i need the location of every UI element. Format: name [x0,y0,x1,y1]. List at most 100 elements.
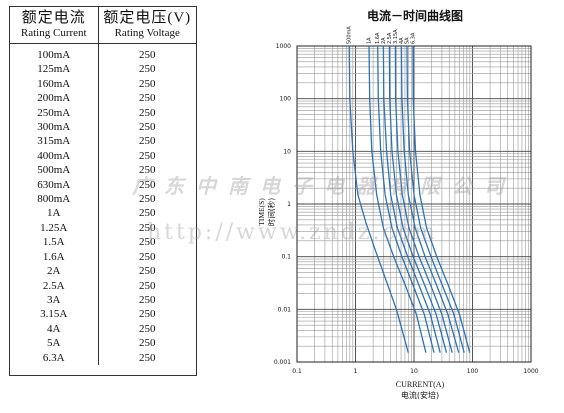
cell-voltage: 250 [97,220,196,236]
table-row: 5A 250 [10,336,196,351]
series-line [348,45,409,353]
table-header-row: 额定电流 Rating Current 额定电压(V) Rating Volta… [10,7,196,44]
series-label: 1A [367,37,373,44]
plot-border [296,45,532,363]
x-axis-label-cn: 电流(安培) [401,390,439,400]
cell-current: 3.15A [40,308,68,321]
rating-table: 额定电流 Rating Current 额定电压(V) Rating Volta… [10,7,196,365]
cell-current: 5A [47,337,61,350]
table-row: 2A 250 [10,264,196,279]
x-axis-label: CURRENT(A) [396,380,445,389]
table-row: 200mA 250 [10,91,196,106]
table-row: 1A 250 [10,206,196,221]
header-rating-current: 额定电流 Rating Current [10,7,98,44]
cell-voltage: 250 [97,278,196,293]
x-tick-label: 100 [467,368,479,375]
table-row: 400mA 250 [10,148,196,164]
cell-current: 1.5A [42,236,65,249]
series-line [377,45,435,353]
series-label: 500mA [347,26,353,44]
series-label: 5A [405,37,411,44]
header-voltage-en: Rating Voltage [114,27,180,39]
y-tick-label: 10 [283,148,291,155]
cell-voltage: 250 [97,148,196,164]
series-label: 1.6A [375,32,381,44]
series-label: 2.5A [387,32,393,44]
cell-voltage: 250 [97,307,196,322]
y-tick-label: 1000 [276,43,291,50]
table-row: 100mA 250 [10,43,196,63]
cell-current: 630mA [37,178,71,191]
cell-voltage: 250 [97,134,196,149]
y-axis-label-cn: 时间(秒) [266,198,276,226]
header-current-cn: 额定电流 [21,10,86,26]
cell-current: 2A [47,265,61,278]
table-row: 3.15A 250 [10,307,196,322]
table-row: 125mA 250 [10,62,196,77]
series-line [368,45,427,353]
series-line [382,45,441,353]
table-row: 500mA 250 [10,163,196,178]
table-row: 300mA 250 [10,120,196,135]
x-tick-label: 0.1 [292,368,302,375]
cell-current: 1.25A [40,221,68,234]
y-tick-label: 0.1 [281,254,291,261]
table-row: 630mA 250 [10,177,196,193]
table-row: 1.25A 250 [10,220,196,236]
cell-voltage: 250 [97,350,196,365]
y-axis-label: TIME(S) [257,198,266,226]
cell-current: 4A [47,322,61,335]
table-row: 6.3A 250 [10,350,196,365]
cell-voltage: 250 [97,321,196,337]
header-current-en: Rating Current [20,27,87,39]
series-label: 3.15A [393,29,399,44]
y-tick-label: 1 [287,201,291,208]
cell-voltage: 250 [97,62,196,77]
cell-voltage: 250 [97,177,196,193]
table-row: 3A 250 [10,292,196,308]
cell-voltage: 250 [97,249,196,265]
chart-title: 电流－时间曲线图 [366,9,463,23]
cell-voltage: 250 [97,76,196,92]
series-line [388,45,448,353]
cell-current: 3A [47,293,61,306]
cell-voltage: 250 [97,235,196,250]
cell-current: 400mA [37,149,71,162]
header-rating-voltage: 额定电压(V) Rating Voltage [97,7,196,44]
y-tick-label: 100 [280,96,292,103]
series-label: 6.3A [411,32,417,44]
series-line [394,45,453,353]
cell-voltage: 250 [97,43,196,63]
x-tick-label: 10 [410,368,418,375]
series-line [406,45,465,353]
cell-current: 1A [47,207,61,220]
table-row: 1.5A 250 [10,235,196,250]
cell-current: 6.3A [42,351,65,364]
table-row: 1.6A 250 [10,249,196,265]
cell-current: 250mA [37,106,71,119]
cell-current: 125mA [37,63,71,76]
x-tick-label: 1000 [523,368,538,375]
series-line [400,45,460,353]
series-label: 4A [399,37,405,44]
table-row: 4A 250 [10,321,196,337]
cell-current: 800mA [37,193,71,206]
cell-current: 200mA [37,92,71,105]
cell-voltage: 250 [97,192,196,207]
cell-current: 500mA [37,164,71,177]
cell-current: 100mA [37,49,71,61]
cell-voltage: 250 [97,292,196,308]
x-tick-label: 1 [354,368,358,375]
table-row: 250mA 250 [10,105,196,121]
table-row: 160mA 250 [10,76,196,92]
cell-current: 300mA [37,121,71,134]
cell-voltage: 250 [97,91,196,106]
cell-voltage: 250 [97,105,196,121]
y-tick-label: 0.001 [274,359,291,366]
cell-current: 315mA [37,135,71,148]
table-row: 315mA 250 [10,134,196,149]
y-tick-label: 0.01 [278,306,292,313]
table-row: 2.5A 250 [10,278,196,293]
table-row: 800mA 250 [10,192,196,207]
